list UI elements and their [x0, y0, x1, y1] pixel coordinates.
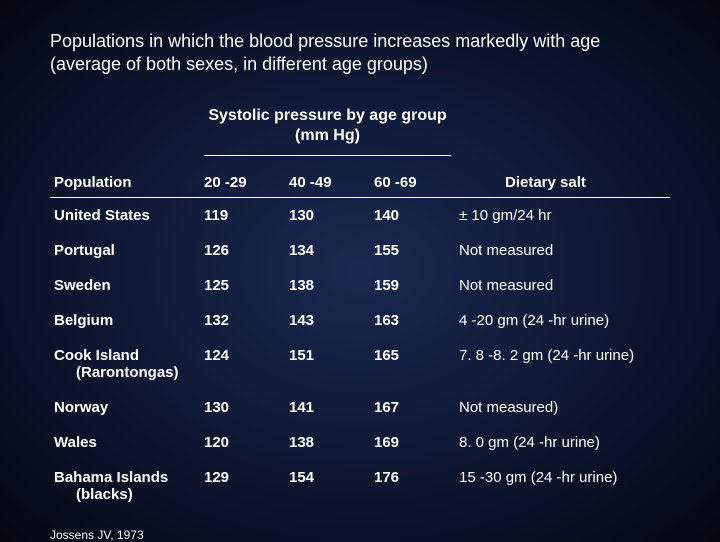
table-row: Cook Island(Rarontongas)1241511657. 8 -8…	[50, 338, 670, 390]
title-line-1: Populations in which the blood pressure …	[50, 31, 600, 51]
group-header-sub-row: (mm Hg)	[50, 127, 670, 149]
data-table-wrap: Systolic pressure by age group (mm Hg) P…	[50, 101, 670, 512]
cell-value: 134	[285, 233, 370, 268]
cell-diet: Not measured)	[455, 390, 670, 425]
table-row: Bahama Islands(blacks)12915417615 -30 gm…	[50, 460, 670, 512]
cell-population: Portugal	[50, 233, 200, 268]
cell-value: 126	[200, 233, 285, 268]
cell-population: Belgium	[50, 303, 200, 338]
cell-value: 143	[285, 303, 370, 338]
cell-value: 151	[285, 338, 370, 390]
group-underline	[204, 155, 451, 156]
cell-diet: Not measured	[455, 233, 670, 268]
group-header-line-row	[50, 149, 670, 168]
group-header-1: Systolic pressure by age group	[200, 101, 455, 127]
cell-value: 124	[200, 338, 285, 390]
col-60-69: 60 -69	[370, 168, 455, 197]
cell-value: 176	[370, 460, 455, 512]
cell-value: 120	[200, 425, 285, 460]
data-table: Systolic pressure by age group (mm Hg) P…	[50, 101, 670, 512]
table-row: Portugal126134155Not measured	[50, 233, 670, 268]
table-row: Norway130141167Not measured)	[50, 390, 670, 425]
cell-value: 165	[370, 338, 455, 390]
group-header-row: Systolic pressure by age group	[50, 101, 670, 127]
cell-value: 138	[285, 268, 370, 303]
cell-value: 129	[200, 460, 285, 512]
table-row: Wales1201381698. 0 gm (24 -hr urine)	[50, 425, 670, 460]
group-header-2: (mm Hg)	[200, 127, 455, 149]
col-40-49: 40 -49	[285, 168, 370, 197]
cell-population: Bahama Islands(blacks)	[50, 460, 200, 512]
title-line-2: (average of both sexes, in different age…	[50, 54, 428, 74]
cell-diet: 4 -20 gm (24 -hr urine)	[455, 303, 670, 338]
cell-population: United States	[50, 198, 200, 233]
cell-value: 132	[200, 303, 285, 338]
table-row: Sweden125138159Not measured	[50, 268, 670, 303]
column-header-row: Population 20 -29 40 -49 60 -69 Dietary …	[50, 168, 670, 197]
cell-diet: ± 10 gm/24 hr	[455, 198, 670, 233]
cell-value: 138	[285, 425, 370, 460]
cell-diet: Not measured	[455, 268, 670, 303]
cell-value: 159	[370, 268, 455, 303]
slide-title: Populations in which the blood pressure …	[50, 30, 670, 77]
cell-value: 119	[200, 198, 285, 233]
cell-population-sub: (Rarontongas)	[54, 364, 196, 381]
col-20-29: 20 -29	[200, 168, 285, 197]
cell-population: Cook Island(Rarontongas)	[50, 338, 200, 390]
cell-value: 125	[200, 268, 285, 303]
cell-diet: 15 -30 gm (24 -hr urine)	[455, 460, 670, 512]
cell-value: 130	[285, 198, 370, 233]
col-population: Population	[50, 168, 200, 197]
cell-value: 154	[285, 460, 370, 512]
table-body: United States119130140± 10 gm/24 hrPortu…	[50, 198, 670, 512]
cell-population: Wales	[50, 425, 200, 460]
cell-population: Sweden	[50, 268, 200, 303]
cell-value: 140	[370, 198, 455, 233]
table-row: United States119130140± 10 gm/24 hr	[50, 198, 670, 233]
cell-value: 163	[370, 303, 455, 338]
cell-diet: 7. 8 -8. 2 gm (24 -hr urine)	[455, 338, 670, 390]
cell-value: 141	[285, 390, 370, 425]
table-row: Belgium1321431634 -20 gm (24 -hr urine)	[50, 303, 670, 338]
cell-population-sub: (blacks)	[54, 486, 196, 503]
cell-diet: 8. 0 gm (24 -hr urine)	[455, 425, 670, 460]
col-diet: Dietary salt	[455, 168, 670, 197]
cell-value: 167	[370, 390, 455, 425]
cell-value: 130	[200, 390, 285, 425]
cell-population: Norway	[50, 390, 200, 425]
cell-value: 169	[370, 425, 455, 460]
cell-value: 155	[370, 233, 455, 268]
